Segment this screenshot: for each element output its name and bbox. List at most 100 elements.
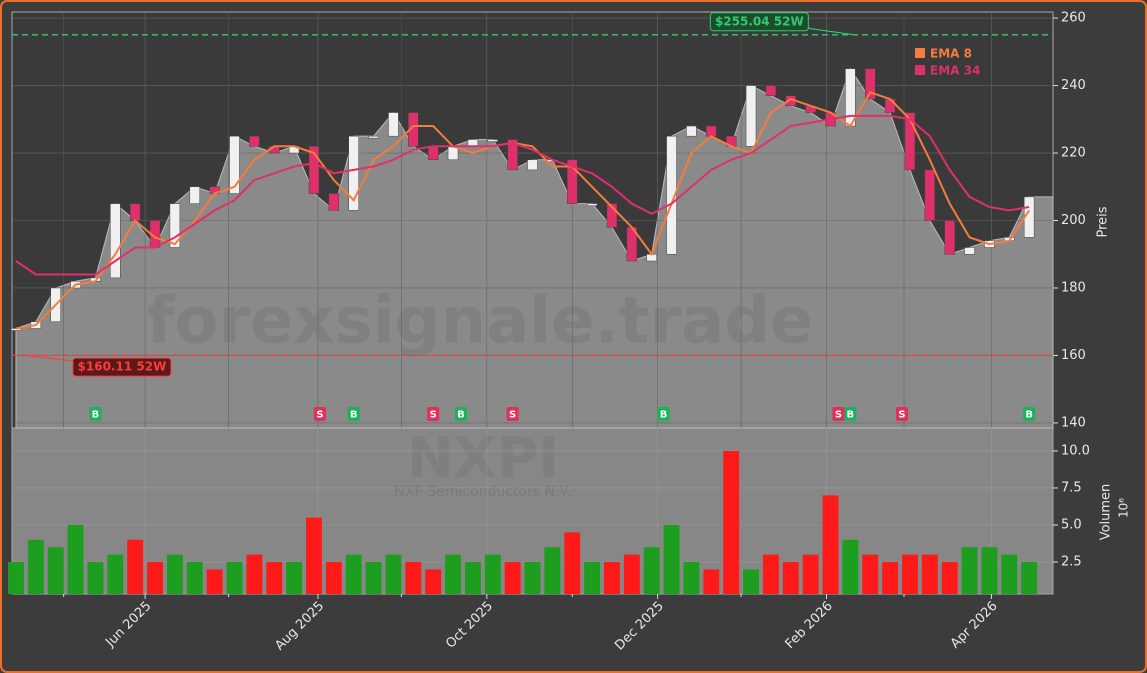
volume-bar bbox=[961, 547, 978, 594]
candle-body bbox=[765, 85, 777, 96]
volume-bar bbox=[127, 539, 144, 594]
signal-marker bbox=[89, 407, 102, 421]
signal-label: S bbox=[316, 410, 323, 421]
volume-bar bbox=[206, 569, 223, 594]
volume-bar bbox=[365, 562, 382, 594]
signal-marker bbox=[506, 407, 519, 421]
candle-body bbox=[368, 135, 379, 139]
volume-bar bbox=[226, 562, 243, 594]
y-tick-label: 160 bbox=[1061, 348, 1086, 363]
volume-bar bbox=[1001, 554, 1018, 594]
y-tick-label: 180 bbox=[1061, 280, 1086, 295]
y-axis-label: Preis bbox=[1096, 206, 1111, 237]
candle-body bbox=[487, 139, 498, 142]
ema-line bbox=[15, 91, 1030, 330]
y-tick-label: 140 bbox=[1061, 415, 1086, 430]
volume-bar bbox=[762, 554, 779, 594]
signal-marker bbox=[832, 407, 845, 421]
volume-bar bbox=[246, 554, 263, 594]
candle-body bbox=[944, 220, 955, 255]
signal-label: S bbox=[898, 410, 905, 421]
signal-marker bbox=[844, 407, 857, 421]
candle-body bbox=[427, 146, 439, 161]
volume-bar bbox=[604, 562, 620, 594]
candle-body bbox=[328, 193, 340, 211]
y2-unit: 10⁶ bbox=[1117, 498, 1131, 518]
volume-bar bbox=[862, 554, 879, 594]
signal-label: S bbox=[835, 410, 842, 421]
volume-bar bbox=[27, 539, 44, 594]
volume-bar bbox=[782, 562, 799, 594]
candle-body bbox=[249, 135, 260, 147]
volume-bar bbox=[484, 554, 501, 594]
volume-bar bbox=[723, 450, 740, 594]
volume-bar bbox=[683, 562, 700, 594]
ticker-watermark: NXPI bbox=[407, 426, 559, 491]
candle-body bbox=[964, 247, 975, 255]
candle-body bbox=[666, 135, 677, 255]
candle-body bbox=[169, 203, 181, 248]
y2-tick-label: 5.0 bbox=[1061, 517, 1082, 532]
signal-marker bbox=[427, 407, 440, 421]
volume-bar bbox=[166, 554, 183, 594]
y2-tick-label: 2.5 bbox=[1061, 555, 1082, 570]
signal-marker bbox=[896, 407, 909, 421]
volume-bar bbox=[981, 547, 998, 594]
signal-marker bbox=[313, 407, 326, 421]
candle-body bbox=[388, 112, 399, 137]
candle-body bbox=[408, 112, 419, 147]
candle-body bbox=[467, 139, 479, 147]
volume-bar bbox=[464, 562, 481, 594]
y-tick-label: 200 bbox=[1061, 213, 1086, 228]
y2-axis-label: Volumen bbox=[1099, 484, 1114, 541]
volume-bar bbox=[822, 495, 839, 594]
candle-body bbox=[686, 125, 697, 137]
signal-label: B bbox=[1025, 410, 1033, 421]
volume-bar bbox=[882, 562, 899, 594]
candle-body bbox=[129, 203, 141, 221]
volume-bar bbox=[445, 554, 461, 594]
volume-bar bbox=[107, 554, 124, 594]
volume-bar bbox=[663, 524, 680, 594]
volume-bar bbox=[623, 554, 640, 594]
volume-bar bbox=[941, 562, 958, 594]
candle-body bbox=[189, 186, 200, 204]
volume-bar bbox=[703, 569, 720, 594]
level-label: $255.04 52W bbox=[715, 14, 804, 28]
volume-bar bbox=[345, 554, 362, 594]
candle-body bbox=[745, 85, 757, 147]
volume-bar bbox=[67, 524, 84, 594]
volume-bar bbox=[842, 539, 859, 594]
volume-bar bbox=[286, 562, 303, 594]
volume-bar bbox=[544, 547, 561, 594]
candle-body bbox=[567, 159, 578, 204]
candle-body bbox=[229, 135, 240, 194]
legend-label: EMA 8 bbox=[930, 47, 972, 61]
legend-label: EMA 34 bbox=[930, 64, 980, 78]
volume-bar bbox=[425, 569, 442, 594]
signal-marker bbox=[347, 407, 360, 421]
volume-bar bbox=[564, 532, 581, 594]
legend-swatch bbox=[915, 48, 925, 58]
volume-bar bbox=[147, 562, 163, 594]
candle-body bbox=[308, 146, 320, 194]
candle-body bbox=[110, 203, 121, 279]
candle-body bbox=[348, 135, 359, 211]
volume-bar bbox=[186, 562, 203, 594]
watermark: forexsignale.trade bbox=[147, 285, 814, 359]
volume-bar bbox=[87, 562, 104, 594]
signal-label: B bbox=[660, 410, 668, 421]
signal-marker bbox=[657, 407, 670, 421]
candle-body bbox=[706, 125, 717, 137]
signal-label: S bbox=[430, 410, 437, 421]
volume-bar bbox=[902, 554, 918, 594]
candle-body bbox=[527, 159, 538, 171]
candle-body bbox=[507, 139, 518, 171]
signal-label: B bbox=[457, 410, 465, 421]
volume-bar bbox=[47, 547, 64, 594]
volume-bar bbox=[921, 554, 938, 594]
company-watermark: NXP Semiconductors N.V. bbox=[394, 484, 571, 500]
level-label: $160.11 52W bbox=[78, 360, 167, 374]
ema-line bbox=[15, 114, 1030, 276]
volume-bar bbox=[385, 554, 402, 594]
